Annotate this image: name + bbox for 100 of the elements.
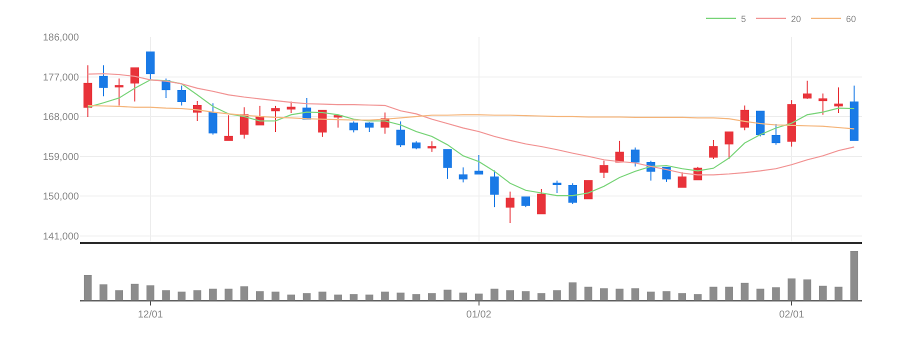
y-tick-label: 141,000 bbox=[42, 231, 80, 242]
bar bbox=[522, 291, 530, 300]
bar bbox=[224, 288, 232, 300]
candlestick bbox=[787, 100, 796, 148]
bar bbox=[772, 287, 780, 300]
bar bbox=[553, 290, 561, 300]
candlestick bbox=[428, 140, 436, 152]
y-tick-label: 150,000 bbox=[42, 192, 80, 203]
candlestick bbox=[818, 93, 828, 116]
bar bbox=[318, 292, 326, 300]
bar bbox=[740, 282, 749, 300]
candlestick bbox=[224, 114, 233, 141]
x-tick-label: 12/01 bbox=[138, 310, 164, 320]
bar bbox=[365, 294, 374, 300]
candlestick bbox=[850, 85, 859, 141]
bar bbox=[381, 292, 389, 300]
candlestick bbox=[772, 124, 780, 146]
bar bbox=[459, 292, 468, 300]
legend-label: 20 bbox=[791, 14, 802, 24]
bar bbox=[146, 285, 154, 300]
bar bbox=[115, 290, 124, 300]
bar bbox=[803, 279, 812, 300]
bar bbox=[412, 294, 420, 300]
bar bbox=[616, 288, 624, 300]
bar bbox=[725, 286, 733, 300]
y-tick-label: 168,000 bbox=[42, 112, 80, 124]
bar bbox=[584, 286, 592, 300]
candlestick bbox=[834, 86, 843, 114]
bar bbox=[272, 292, 280, 300]
candlestick bbox=[630, 146, 640, 167]
candlestick bbox=[474, 154, 484, 174]
candlestick bbox=[443, 149, 452, 180]
candlestick bbox=[83, 64, 92, 118]
y-tick-label: 177,000 bbox=[42, 72, 80, 84]
bar bbox=[474, 294, 483, 300]
bar bbox=[444, 290, 452, 300]
bar bbox=[662, 291, 670, 300]
candlestick bbox=[584, 180, 593, 200]
y-tick-label: 186,000 bbox=[42, 32, 80, 44]
line-series bbox=[87, 104, 855, 130]
bar bbox=[162, 290, 170, 300]
bar bbox=[568, 282, 577, 300]
candlestick bbox=[177, 85, 186, 106]
bar bbox=[178, 292, 186, 300]
bar bbox=[694, 294, 702, 300]
bar bbox=[130, 284, 139, 300]
bar bbox=[84, 275, 92, 300]
bar bbox=[209, 288, 217, 300]
candlestick bbox=[365, 122, 374, 132]
candlestick bbox=[99, 64, 108, 97]
bar bbox=[537, 293, 546, 300]
candlestick bbox=[271, 105, 280, 132]
y-tick-label: 159,000 bbox=[42, 152, 80, 163]
candlestick bbox=[709, 139, 718, 160]
bar bbox=[396, 292, 405, 300]
candlestick bbox=[756, 110, 765, 137]
candlestick bbox=[740, 104, 750, 131]
bar bbox=[490, 288, 498, 300]
candlestick bbox=[568, 182, 577, 204]
candlestick bbox=[506, 191, 514, 224]
candlestick bbox=[458, 166, 468, 183]
candlestick bbox=[349, 120, 358, 133]
candlestick bbox=[521, 196, 530, 208]
bar bbox=[646, 292, 655, 300]
bar bbox=[710, 286, 718, 300]
candlestick bbox=[802, 80, 812, 100]
bar bbox=[756, 288, 764, 300]
legend-label: 5 bbox=[741, 14, 746, 24]
x-tick-label: 01/02 bbox=[466, 310, 492, 320]
line-series bbox=[87, 79, 855, 196]
bar bbox=[600, 288, 608, 300]
candlestick bbox=[396, 120, 405, 148]
bar bbox=[334, 294, 342, 300]
bar bbox=[678, 293, 686, 300]
candlestick bbox=[662, 166, 671, 182]
bar bbox=[287, 294, 296, 300]
candlestick bbox=[130, 67, 140, 102]
bar bbox=[428, 293, 436, 300]
candlestick bbox=[412, 140, 421, 150]
candlestick bbox=[114, 78, 124, 106]
candlestick bbox=[724, 131, 734, 160]
candlestick bbox=[208, 102, 218, 136]
bar bbox=[850, 250, 858, 300]
bar bbox=[506, 290, 514, 300]
candlestick bbox=[286, 101, 296, 114]
bar bbox=[834, 286, 842, 300]
candlestick bbox=[537, 188, 546, 214]
bar bbox=[350, 294, 358, 300]
x-tick-label: 02/01 bbox=[779, 310, 805, 320]
bar bbox=[302, 293, 311, 300]
bar bbox=[818, 286, 827, 300]
candlestick bbox=[552, 180, 562, 194]
candlestick bbox=[490, 170, 499, 208]
bar bbox=[100, 284, 108, 300]
legend-label: 60 bbox=[846, 14, 856, 24]
candlestick bbox=[600, 160, 608, 178]
candlestick bbox=[146, 52, 155, 80]
bar bbox=[788, 278, 796, 300]
bar bbox=[631, 288, 640, 300]
bar bbox=[240, 286, 248, 300]
